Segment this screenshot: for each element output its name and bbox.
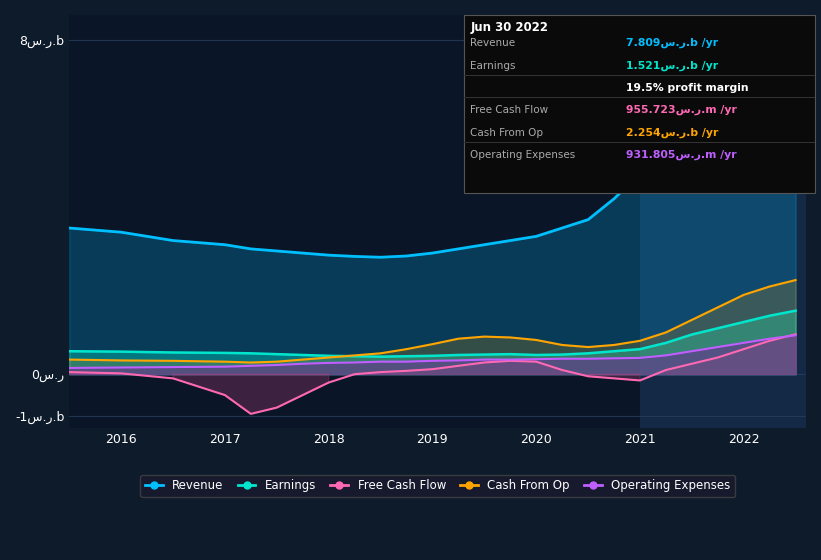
Text: 955.723س.ر.m /yr: 955.723س.ر.m /yr — [626, 105, 737, 115]
Text: Free Cash Flow: Free Cash Flow — [470, 105, 548, 115]
Text: Jun 30 2022: Jun 30 2022 — [470, 21, 548, 34]
Text: 1.521س.ر.b /yr: 1.521س.ر.b /yr — [626, 60, 718, 71]
Text: 7.809س.ر.b /yr: 7.809س.ر.b /yr — [626, 38, 718, 48]
Legend: Revenue, Earnings, Free Cash Flow, Cash From Op, Operating Expenses: Revenue, Earnings, Free Cash Flow, Cash … — [140, 474, 735, 497]
Text: 931.805س.ر.m /yr: 931.805س.ر.m /yr — [626, 150, 737, 160]
Text: 2.254س.ر.b /yr: 2.254س.ر.b /yr — [626, 128, 719, 138]
Text: Earnings: Earnings — [470, 60, 516, 71]
Text: Revenue: Revenue — [470, 38, 516, 48]
Bar — [640, 15, 806, 428]
Text: Operating Expenses: Operating Expenses — [470, 150, 576, 160]
Text: Cash From Op: Cash From Op — [470, 128, 544, 138]
Text: 19.5% profit margin: 19.5% profit margin — [626, 83, 749, 93]
